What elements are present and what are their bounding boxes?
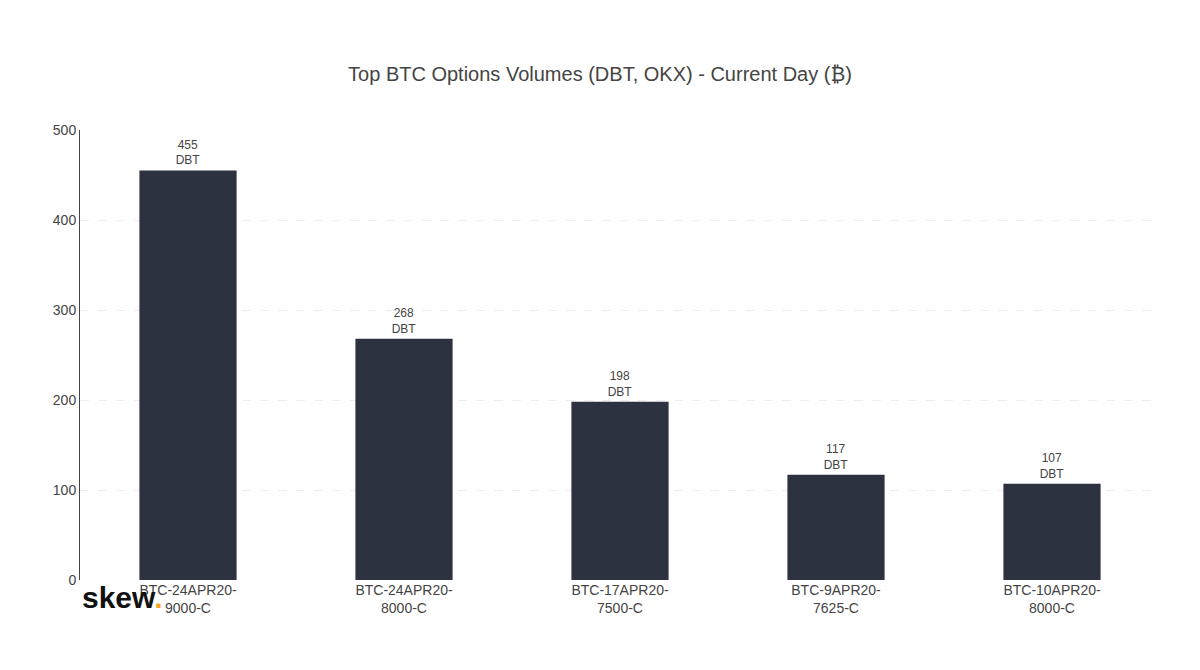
svg-text:198DBT: 198DBT [608, 369, 633, 399]
svg-text:455DBT: 455DBT [176, 138, 201, 168]
svg-text:Top BTC Options Volumes (DBT,: Top BTC Options Volumes (DBT, OKX) - Cur… [348, 63, 852, 85]
svg-text:100: 100 [53, 482, 77, 498]
svg-text:skew.: skew. [82, 581, 163, 614]
svg-text:300: 300 [53, 302, 77, 318]
svg-text:BTC-10APR20-8000-C: BTC-10APR20-8000-C [1003, 582, 1101, 616]
svg-text:BTC-24APR20-8000-C: BTC-24APR20-8000-C [355, 582, 453, 616]
svg-text:BTC-17APR20-7500-C: BTC-17APR20-7500-C [571, 582, 669, 616]
svg-text:268DBT: 268DBT [392, 306, 417, 336]
svg-text:500: 500 [53, 122, 77, 138]
svg-text:BTC-24APR20-9000-C: BTC-24APR20-9000-C [139, 582, 237, 616]
svg-text:117DBT: 117DBT [824, 442, 849, 472]
svg-text:107DBT: 107DBT [1040, 451, 1065, 481]
svg-text:400: 400 [53, 212, 77, 228]
svg-text:200: 200 [53, 392, 77, 408]
svg-text:BTC-9APR20-7625-C: BTC-9APR20-7625-C [791, 582, 881, 616]
svg-text:0: 0 [68, 572, 76, 588]
